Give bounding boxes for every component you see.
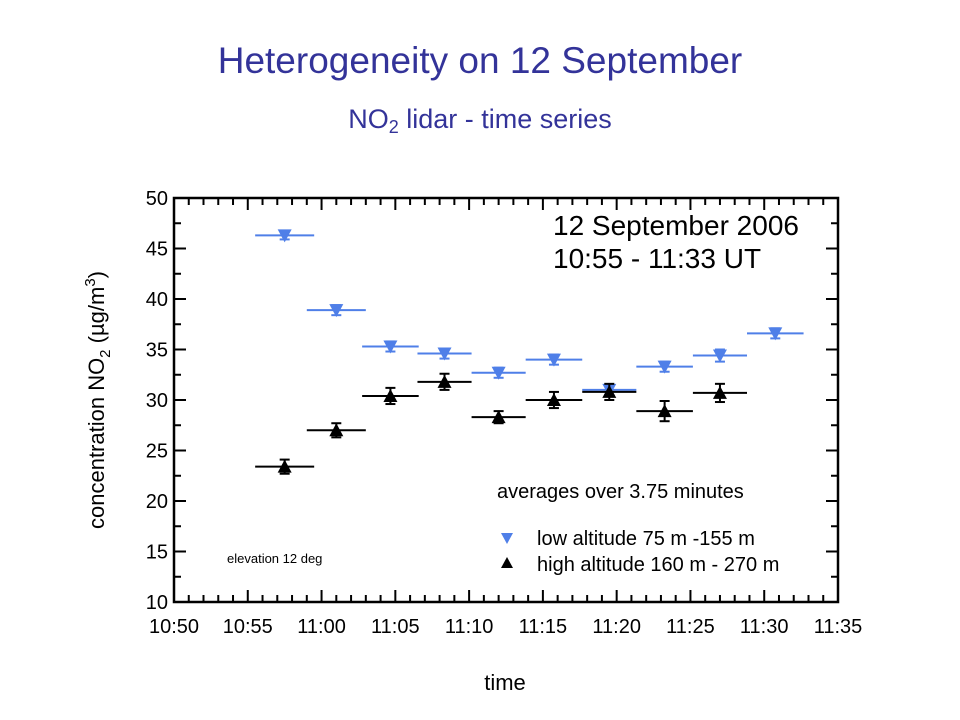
x-tick-label: 11:10 <box>445 616 494 638</box>
legend-high-altitude-label: high altitude 160 m - 270 m <box>537 554 779 576</box>
data-point <box>437 347 452 361</box>
ylabel-post: ) <box>84 271 109 278</box>
y-tick-label: 35 <box>146 340 168 362</box>
x-tick-label: 11:05 <box>371 616 420 638</box>
y-tick-label: 45 <box>146 239 168 261</box>
ylabel-pre: concentration NO <box>84 358 109 529</box>
x-tick-label: 11:25 <box>666 616 715 638</box>
x-tick-label: 11:00 <box>297 616 346 638</box>
data-point <box>277 229 292 243</box>
data-point <box>712 349 727 363</box>
ylabel-mid: (µg/m <box>84 287 109 350</box>
legend: low altitude 75 m -155 m high altitude 1… <box>501 528 779 576</box>
data-point <box>329 304 344 318</box>
annotation-elevation: elevation 12 deg <box>227 551 322 566</box>
x-tick-label: 10:50 <box>149 616 199 638</box>
y-tick-label: 40 <box>146 289 168 311</box>
data-point <box>329 423 344 437</box>
data-point <box>491 410 506 424</box>
subtitle-prefix: NO <box>348 104 389 134</box>
x-tick-labels: 10:50 10:55 11:00 11:05 11:10 11:15 11:20 11:25… <box>149 616 862 638</box>
slide-subtitle: NO2 lidar - time series <box>0 104 960 138</box>
annotation-time-range: 10:55 - 11:33 UT <box>553 243 761 274</box>
ylabel-sub: 2 <box>97 349 114 357</box>
y-tick-label: 15 <box>146 542 168 564</box>
data-point <box>546 393 561 406</box>
data-point <box>546 353 561 367</box>
annotation-date: 12 September 2006 <box>553 210 799 241</box>
legend-low-altitude-label: low altitude 75 m -155 m <box>537 528 755 550</box>
legend-high-altitude-marker <box>501 557 513 568</box>
y-tick-labels: 10 15 20 25 30 35 40 45 50 <box>146 188 168 614</box>
x-axis-label: time <box>484 670 526 695</box>
y-tick-label: 50 <box>146 188 168 210</box>
legend-low-altitude-marker <box>501 533 513 544</box>
slide-title: Heterogeneity on 12 September <box>217 40 743 81</box>
axis-ticks <box>173 197 839 603</box>
data-point <box>437 374 452 388</box>
x-tick-label: 11:35 <box>814 616 863 638</box>
ylabel-sup: 3 <box>82 278 99 286</box>
data-point <box>768 327 783 341</box>
data-point <box>383 340 398 354</box>
x-tick-label: 11:20 <box>592 616 641 638</box>
y-tick-label: 20 <box>146 491 168 513</box>
subtitle-subscript: 2 <box>388 117 399 137</box>
y-tick-label: 10 <box>146 592 168 614</box>
data-marks <box>255 229 804 475</box>
x-tick-label: 11:30 <box>740 616 789 638</box>
x-tick-label: 10:55 <box>223 616 273 638</box>
annotation-averages: averages over 3.75 minutes <box>497 481 744 503</box>
data-point <box>657 360 672 374</box>
series-high-altitude <box>255 372 748 475</box>
y-tick-label: 25 <box>146 441 168 463</box>
y-axis-label: concentration NO2 (µg/m3) <box>82 271 114 529</box>
y-tick-label: 30 <box>146 390 168 412</box>
x-tick-label: 11:15 <box>519 616 568 638</box>
data-point <box>277 459 292 473</box>
data-point <box>602 384 617 398</box>
data-point <box>383 388 398 402</box>
data-point <box>712 385 727 399</box>
subtitle-suffix: lidar - time series <box>398 104 612 134</box>
data-point <box>491 366 506 380</box>
data-point <box>657 404 672 418</box>
